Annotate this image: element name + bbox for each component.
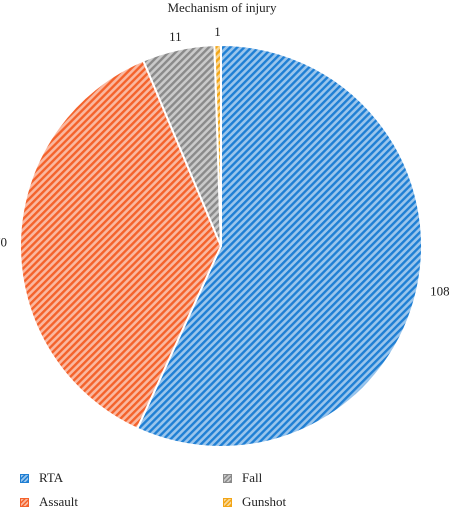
pie-chart: Mechanism of injury 10870111 — [0, 0, 449, 448]
pie-value-label-rta: 108 — [430, 284, 449, 299]
pie-value-label-assault: 70 — [0, 235, 7, 250]
legend-item-fall[interactable]: Fall — [223, 470, 262, 486]
legend-item-gunshot[interactable]: Gunshot — [223, 494, 286, 510]
legend-swatch-fall — [223, 473, 232, 483]
legend-swatch-gunshot — [223, 497, 232, 507]
legend-label-assault: Assault — [39, 494, 78, 509]
pie-slices — [19, 43, 423, 448]
pie-slice-assault[interactable] — [19, 59, 223, 431]
pie-value-label-fall: 11 — [169, 29, 182, 44]
legend-item-rta[interactable]: RTA — [20, 470, 63, 486]
legend-item-assault[interactable]: Assault — [20, 494, 78, 510]
legend-swatch-assault — [20, 497, 29, 507]
pie-slice-rta[interactable] — [135, 43, 423, 448]
pie-value-label-gunshot: 1 — [214, 24, 221, 39]
legend-label-rta: RTA — [39, 470, 64, 485]
chart-title: Mechanism of injury — [167, 0, 277, 15]
pie-slice-gunshot[interactable] — [213, 43, 222, 247]
legend: RTA Fall Assault Gunshot — [0, 470, 449, 510]
legend-swatch-rta — [20, 473, 29, 483]
legend-label-fall: Fall — [242, 470, 263, 485]
pie-value-labels: 10870111 — [0, 24, 449, 299]
legend-label-gunshot: Gunshot — [242, 494, 287, 509]
